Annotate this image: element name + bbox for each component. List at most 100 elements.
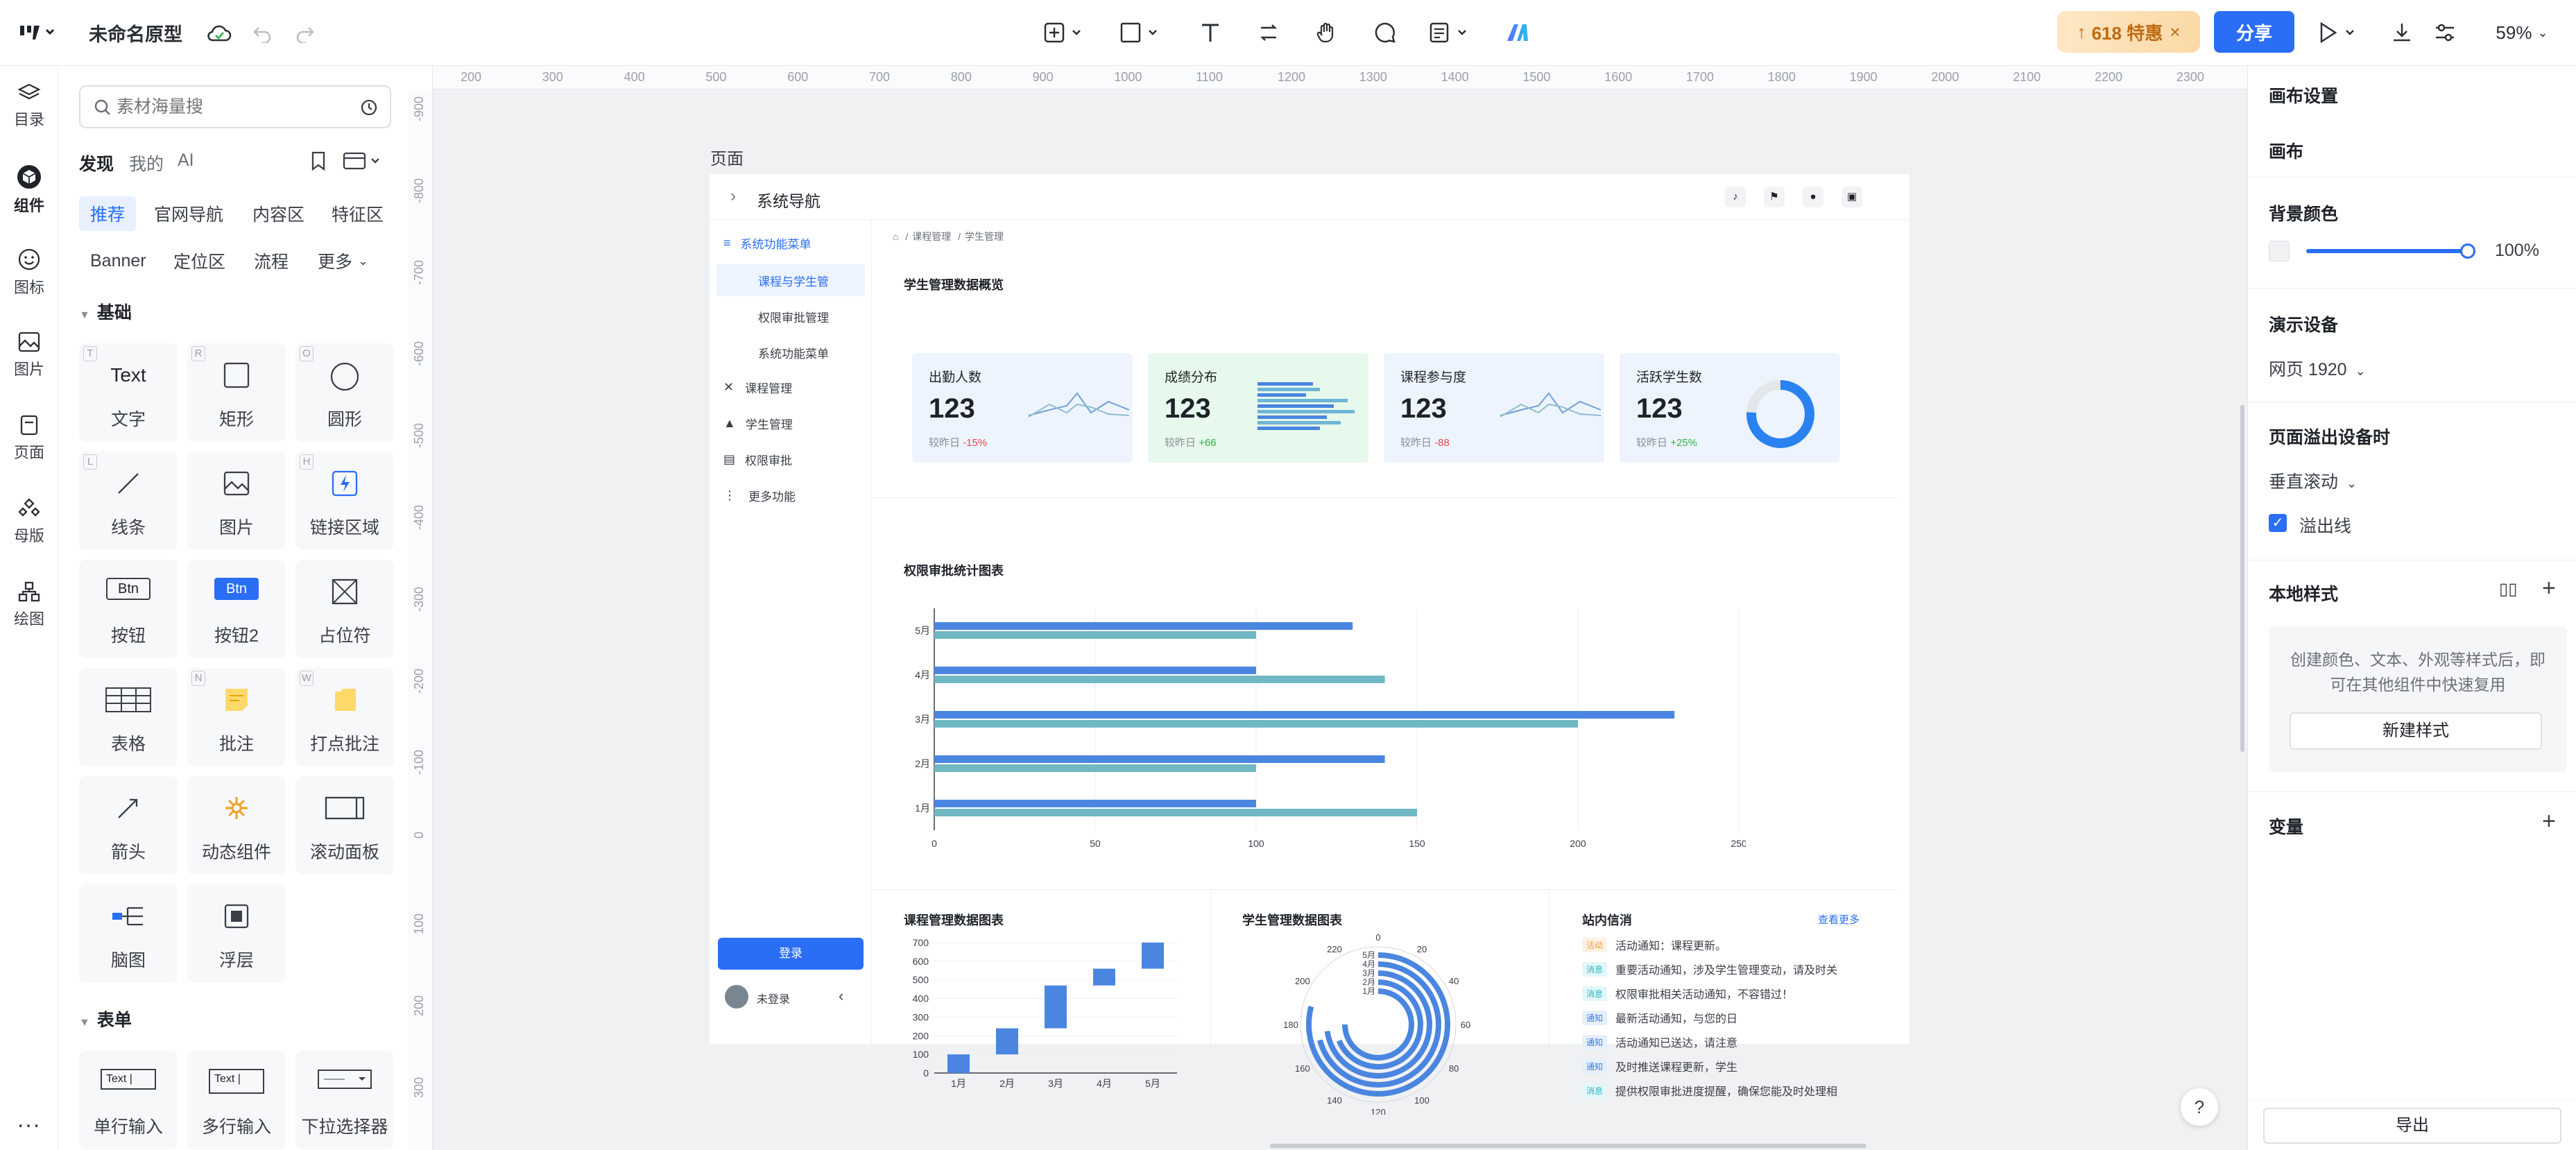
chip-position[interactable]: 定位区 (173, 252, 226, 272)
chevron-right-icon[interactable]: › (730, 187, 736, 205)
share-button[interactable]: 分享 (2214, 11, 2294, 53)
sidebar-item-more[interactable]: ⋮ 更多功能 (723, 479, 796, 511)
sidebar-item-approval[interactable]: ▤ 权限审批 (723, 443, 792, 475)
sidebar-item-course[interactable]: ✕ 课程管理 (723, 371, 792, 403)
section-basic-header[interactable]: ▼ 基础 (79, 299, 132, 324)
document-title[interactable]: 未命名原型 (89, 24, 182, 45)
ai-logo-icon[interactable] (1502, 18, 1534, 47)
device-select[interactable]: 网页 1920 ⌄ (2269, 356, 2366, 381)
fullscreen-icon[interactable]: ▣ (1841, 187, 1862, 207)
chip-banner[interactable]: Banner (90, 250, 146, 271)
login-button[interactable]: 登录 (718, 938, 864, 970)
notice-item[interactable]: 消息 权限审批相关活动通知，不容错过！ (1582, 983, 1793, 1004)
app-logo-icon[interactable] (14, 18, 62, 46)
opacity-slider-handle[interactable] (2460, 243, 2475, 259)
close-icon[interactable]: × (2170, 21, 2181, 42)
nav-components[interactable]: 组件 (0, 164, 58, 216)
text-tool-icon[interactable] (1194, 18, 1226, 47)
component-select[interactable]: 下拉选择器 (295, 1051, 394, 1149)
bg-color-swatch[interactable] (2269, 241, 2290, 261)
nav-icons[interactable]: 图标 (0, 248, 58, 298)
layout-toggle-icon[interactable] (343, 152, 384, 170)
nav-images[interactable]: 图片 (0, 331, 58, 379)
promo-badge[interactable]: ↑ 618 特惠 × (2057, 11, 2200, 53)
search-input[interactable] (117, 94, 345, 120)
settings-sliders-icon[interactable] (2429, 18, 2461, 47)
breadcrumb-item[interactable]: 学生管理 (965, 231, 1004, 242)
sidebar-subitem-course-student[interactable]: 课程与学生管 (716, 264, 865, 296)
home-icon[interactable]: ⌂ (893, 231, 899, 242)
component-link-area[interactable]: H 链接区域 (295, 452, 394, 550)
component-scroll-panel[interactable]: 滚动面板 (295, 776, 394, 875)
notice-item[interactable]: 活动 活动通知：课程更新。 (1582, 934, 1726, 955)
zoom-select[interactable]: 59% ⌄ (2487, 18, 2557, 47)
nav-outline[interactable]: 目录 (0, 83, 58, 130)
stat-card-active-students[interactable]: 活跃学生数 123 较昨日 +25% (1620, 353, 1840, 463)
rectangle-tool-icon[interactable] (1117, 18, 1165, 47)
notice-item[interactable]: 通知 最新活动通知，与您的日 (1582, 1007, 1737, 1028)
tab-discover[interactable]: 发现 (79, 155, 114, 174)
chip-recommend[interactable]: 推荐 (79, 196, 137, 231)
add-page-icon[interactable] (1040, 18, 1089, 47)
design-canvas[interactable]: 页面 › 系统导航 ♪ ⚑ ● ▣ ≡ 系统功能菜单 课程与学生管 权限审批管理 … (433, 89, 2247, 1150)
component-button2[interactable]: Btn 按钮2 (187, 560, 286, 658)
component-table[interactable]: 表格 (79, 668, 178, 766)
connector-tool-icon[interactable] (1253, 18, 1285, 47)
notice-item[interactable]: 通知 活动通知已送达，请注意 (1582, 1031, 1737, 1052)
chip-feature[interactable]: 特征区 (332, 205, 384, 225)
flag-icon[interactable]: ⚑ (1764, 187, 1785, 207)
new-style-button[interactable]: 新建样式 (2290, 712, 2542, 750)
add-style-icon[interactable]: + (2542, 575, 2556, 601)
sidebar-subitem-permission[interactable]: 权限审批管理 (758, 300, 829, 332)
component-single-input[interactable]: Text | 单行输入 (79, 1051, 178, 1149)
component-button[interactable]: Btn 按钮 (79, 560, 178, 658)
opacity-slider[interactable] (2306, 249, 2466, 253)
music-icon[interactable]: ♪ (1725, 187, 1746, 207)
notice-item[interactable]: 消息 重要活动通知，涉及学生管理变动，请及时关 (1582, 959, 1837, 979)
bookmark-icon[interactable] (309, 151, 327, 171)
component-rectangle[interactable]: R 矩形 (187, 343, 286, 442)
help-button[interactable]: ? (2181, 1088, 2218, 1126)
chip-more[interactable]: 更多 ⌄ (307, 243, 379, 278)
component-dynamic[interactable]: 动态组件 (187, 776, 286, 875)
component-circle[interactable]: O 圆形 (295, 343, 394, 442)
download-icon[interactable] (2386, 18, 2418, 47)
view-more-link[interactable]: 查看更多 (1818, 914, 1860, 926)
redo-icon[interactable] (291, 19, 319, 47)
note-tool-icon[interactable] (1426, 18, 1475, 47)
nav-draw[interactable]: 绘图 (0, 581, 58, 629)
overflow-select[interactable]: 垂直滚动 ⌄ (2269, 468, 2357, 493)
more-options-icon[interactable]: ... (17, 1106, 42, 1133)
horizontal-scrollbar[interactable] (1270, 1144, 1866, 1148)
component-overlay[interactable]: 浮层 (187, 884, 286, 983)
chip-flow[interactable]: 流程 (254, 252, 289, 272)
sidebar-subitem-system[interactable]: 系统功能菜单 (758, 336, 829, 368)
comment-tool-icon[interactable] (1369, 18, 1401, 47)
notice-item[interactable]: 通知 及时推送课程更新，学生 (1582, 1056, 1737, 1076)
stat-card-grades[interactable]: 成绩分布 123 较昨日 +66 (1148, 353, 1368, 463)
breadcrumb-item[interactable]: 课程管理 (912, 231, 952, 242)
sidebar-item-system-menu[interactable]: ≡ 系统功能菜单 (723, 227, 812, 259)
section-form-header[interactable]: ▼ 表单 (79, 1006, 132, 1031)
stat-card-attendance[interactable]: 出勤人数 123 较昨日 -15% (912, 353, 1133, 463)
component-annotation[interactable]: N 批注 (187, 668, 286, 766)
component-placeholder[interactable]: 占位符 (295, 560, 394, 658)
user-icon[interactable]: ● (1803, 187, 1823, 207)
chip-content[interactable]: 内容区 (252, 205, 305, 225)
nav-masters[interactable]: 母版 (0, 497, 58, 546)
sidebar-item-student[interactable]: ▲ 学生管理 (723, 407, 793, 439)
component-dot-annotation[interactable]: W 打点批注 (295, 668, 394, 766)
history-icon[interactable] (359, 98, 379, 117)
tab-ai[interactable]: AI (178, 151, 194, 170)
vertical-scrollbar[interactable] (2240, 405, 2244, 752)
component-text[interactable]: T Text 文字 (79, 343, 178, 442)
component-arrow[interactable]: 箭头 (79, 776, 178, 875)
collapse-icon[interactable]: ‹ (839, 987, 844, 1004)
tab-mine[interactable]: 我的 (129, 155, 164, 174)
opacity-value[interactable]: 100% (2495, 241, 2539, 260)
component-multi-input[interactable]: Text | 多行输入 (187, 1051, 286, 1149)
hand-tool-icon[interactable] (1311, 18, 1343, 47)
stat-card-participation[interactable]: 课程参与度 123 较昨日 -88 (1384, 353, 1604, 463)
book-icon[interactable]: ▯▯ (2499, 580, 2518, 599)
undo-icon[interactable] (248, 19, 276, 47)
